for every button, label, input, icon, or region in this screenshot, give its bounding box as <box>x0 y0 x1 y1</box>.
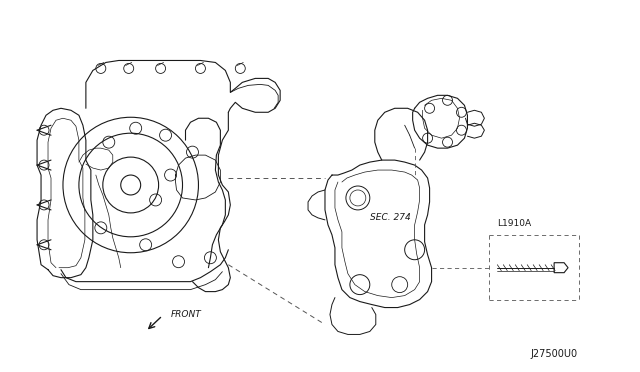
Text: FRONT: FRONT <box>171 310 202 319</box>
Text: L1910A: L1910A <box>497 219 531 228</box>
Text: SEC. 274: SEC. 274 <box>370 214 411 222</box>
Text: J27500U0: J27500U0 <box>531 349 578 359</box>
